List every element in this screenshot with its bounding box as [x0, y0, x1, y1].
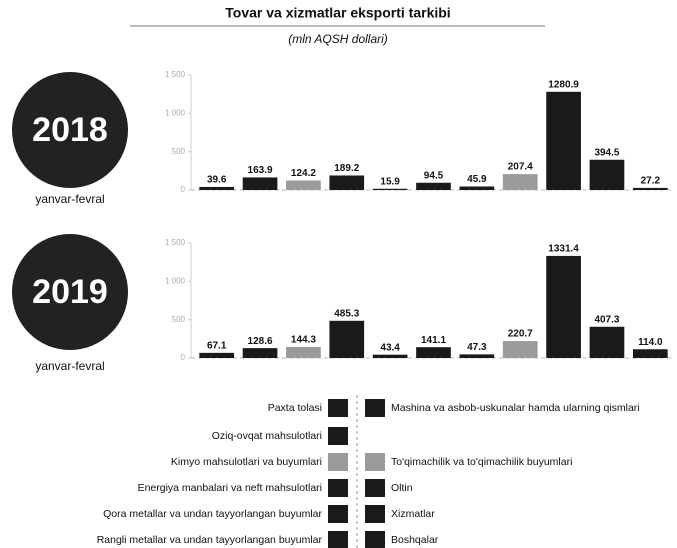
value-label: 39.6 — [207, 175, 227, 186]
legend-swatch — [328, 427, 348, 445]
year-label: 2018 — [32, 111, 108, 149]
bar — [286, 180, 321, 190]
value-label: 94.5 — [424, 170, 444, 181]
value-label: 124.2 — [291, 168, 316, 179]
value-label: 207.4 — [508, 162, 533, 173]
legend-label: Oziq-ovqat mahsulotlari — [212, 430, 322, 442]
bar — [242, 348, 278, 358]
value-label: 144.3 — [291, 335, 316, 346]
value-label: 67.1 — [207, 340, 227, 351]
legend-swatch — [365, 505, 385, 523]
value-label: 141.1 — [421, 335, 446, 346]
bar — [589, 159, 625, 190]
value-label: 1331.4 — [548, 244, 579, 255]
legend-label: Oltin — [391, 482, 413, 494]
y-tick-label: 500 — [172, 315, 186, 324]
y-tick-label: 0 — [181, 185, 186, 194]
bar — [329, 320, 365, 358]
value-label: 1280.9 — [548, 79, 579, 90]
bar — [199, 186, 235, 190]
bar — [372, 354, 408, 358]
y-tick-label: 0 — [181, 353, 186, 362]
legend-label: Energiya manbalari va neft mahsulotlari — [138, 482, 322, 494]
bar — [372, 188, 408, 190]
legend-swatch — [328, 399, 348, 417]
bar — [329, 175, 365, 190]
bar — [632, 349, 668, 358]
bar — [286, 346, 321, 358]
legend-label: Boshqalar — [391, 534, 439, 546]
chart-title: Tovar va xizmatlar eksporti tarkibi — [225, 5, 450, 21]
y-tick-label: 1 000 — [165, 108, 186, 117]
bar — [632, 187, 668, 190]
period-caption: yanvar-fevral — [35, 192, 104, 206]
chart-subtitle: (mln AQSH dollari) — [288, 32, 388, 46]
bar — [416, 347, 451, 358]
bar — [199, 352, 235, 358]
value-label: 220.7 — [508, 329, 533, 340]
legend-swatch — [328, 531, 348, 548]
value-label: 45.9 — [467, 174, 487, 185]
legend-swatch — [365, 479, 385, 497]
year-badge — [12, 72, 128, 188]
bar — [502, 341, 538, 358]
value-label: 128.6 — [248, 336, 273, 347]
year-label: 2019 — [32, 273, 108, 311]
value-label: 27.2 — [641, 176, 661, 187]
legend-label: Qora metallar va undan tayyorlangan buyu… — [103, 508, 322, 520]
bar — [459, 186, 495, 190]
legend-label: Rangli metallar va undan tayyorlangan bu… — [97, 534, 323, 546]
legend-swatch — [365, 399, 385, 417]
legend-swatch — [365, 453, 385, 471]
legend-label: Paxta tolasi — [268, 402, 322, 414]
bar — [459, 354, 495, 358]
value-label: 163.9 — [248, 165, 273, 176]
value-label: 189.2 — [334, 163, 359, 174]
bar — [242, 177, 278, 190]
value-label: 485.3 — [334, 308, 359, 319]
legend-swatch — [328, 479, 348, 497]
value-label: 394.5 — [594, 147, 619, 158]
year-badge — [12, 234, 128, 350]
value-label: 15.9 — [380, 176, 400, 187]
bar — [502, 174, 538, 190]
value-label: 43.4 — [380, 342, 400, 353]
legend-swatch — [328, 505, 348, 523]
value-label: 114.0 — [638, 337, 663, 348]
y-tick-label: 1 500 — [165, 70, 186, 79]
bar — [546, 255, 581, 358]
y-tick-label: 1 500 — [165, 238, 186, 247]
bar — [416, 182, 451, 190]
legend-label: Kimyo mahsulotlari va buyumlari — [171, 456, 322, 468]
value-label: 47.3 — [467, 342, 487, 353]
legend-label: Xizmatlar — [391, 508, 435, 520]
bar — [546, 91, 581, 190]
legend-swatch — [328, 453, 348, 471]
bar — [589, 326, 625, 358]
value-label: 407.3 — [594, 314, 619, 325]
period-caption: yanvar-fevral — [35, 359, 104, 373]
y-tick-label: 1 000 — [165, 276, 186, 285]
legend-swatch — [365, 531, 385, 548]
y-tick-label: 500 — [172, 147, 186, 156]
legend-label: Mashina va asbob-uskunalar hamda ularnin… — [391, 402, 640, 414]
legend-label: To'qimachilik va to'qimachilik buyumlari — [391, 456, 572, 468]
